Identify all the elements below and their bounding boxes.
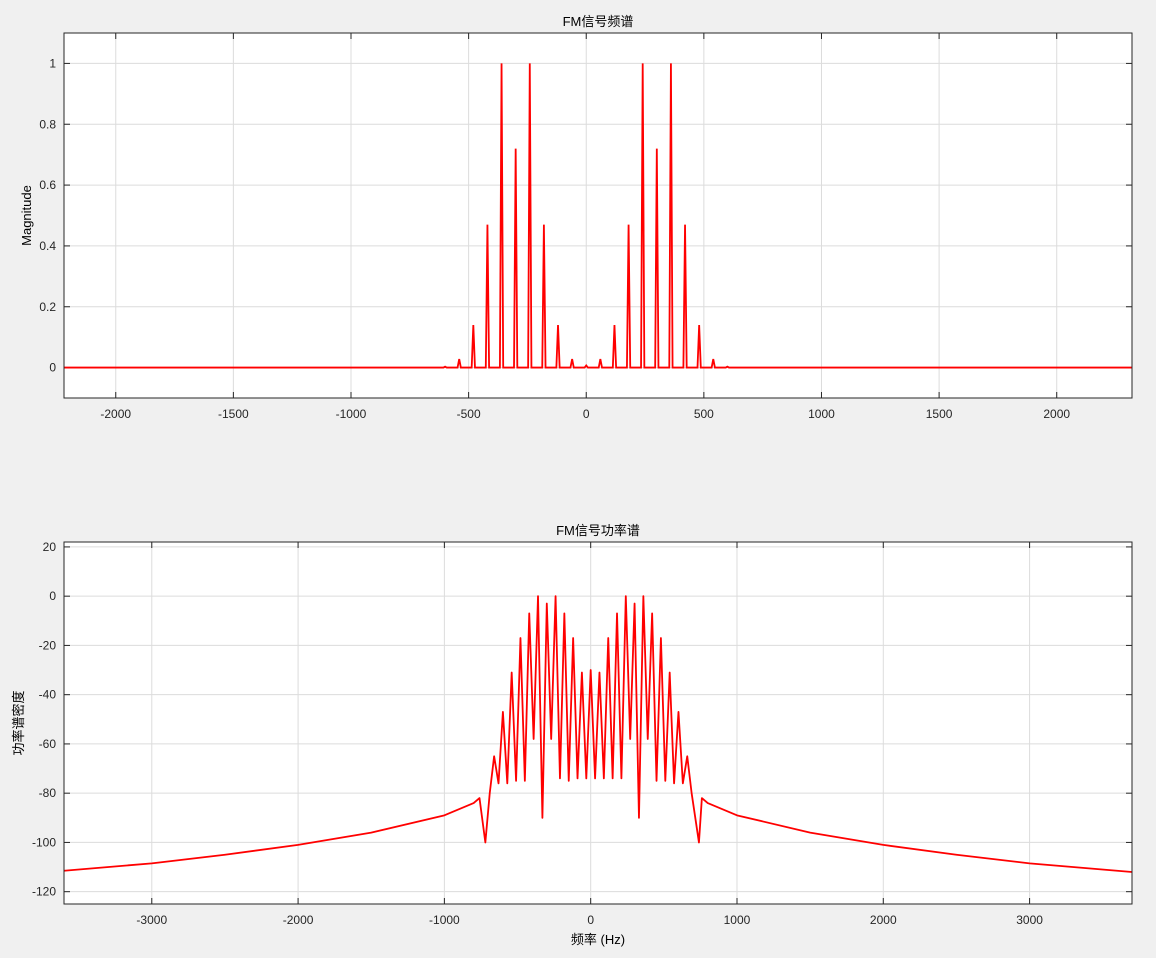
y-tick-label: 0.4 (39, 239, 56, 253)
x-tick-label: 500 (694, 407, 714, 421)
plot-background (64, 33, 1132, 398)
y-tick-label: 1 (49, 56, 56, 70)
y-tick-label: 20 (43, 540, 57, 554)
x-tick-label: -500 (457, 407, 481, 421)
axes-border (63, 32, 1133, 399)
x-tick-label: -1500 (218, 407, 249, 421)
chart-title: FM信号频谱 (563, 14, 634, 29)
chart-title: FM信号功率谱 (556, 523, 640, 538)
y-tick-label: 0.2 (39, 300, 56, 314)
x-tick-label: 2000 (1043, 407, 1070, 421)
magnitude-spectrum-axes: -2000 -1500 -1000 -500 0 500 1000 1500 2000 0 0.2 0… (19, 14, 1133, 421)
y-tick-label: -20 (39, 638, 57, 652)
y-tick-label: 0 (49, 361, 56, 375)
x-tick-label: 1000 (808, 407, 835, 421)
x-tick-label: -1000 (429, 913, 460, 927)
x-tick-label: 2000 (870, 913, 897, 927)
x-tick-label: 1000 (724, 913, 751, 927)
x-axis-label: 频率 (Hz) (571, 932, 625, 947)
power-spectrum-axes: -3000 -2000 -1000 0 1000 2000 3000 -120 -100 -80 -… (11, 523, 1133, 947)
y-axis-label: 功率谱密度 (11, 690, 26, 755)
x-tick-label: -2000 (283, 913, 314, 927)
x-tick-label: 0 (583, 407, 590, 421)
y-tick-label: -120 (32, 885, 56, 899)
x-tick-label: 0 (587, 913, 594, 927)
axes-border (63, 541, 1133, 905)
x-tick-label: 1500 (926, 407, 953, 421)
y-tick-label: -40 (39, 688, 57, 702)
x-tick-label: -3000 (136, 913, 167, 927)
y-tick-label: -60 (39, 737, 57, 751)
x-tick-label: 3000 (1016, 913, 1043, 927)
y-tick-label: 0.6 (39, 178, 56, 192)
x-tick-label: -2000 (100, 407, 131, 421)
y-tick-label: 0.8 (39, 117, 56, 131)
y-tick-label: -80 (39, 786, 57, 800)
y-tick-label: 0 (49, 589, 56, 603)
y-tick-label: -100 (32, 835, 56, 849)
y-axis-label: Magnitude (19, 185, 34, 246)
x-tick-label: -1000 (336, 407, 367, 421)
